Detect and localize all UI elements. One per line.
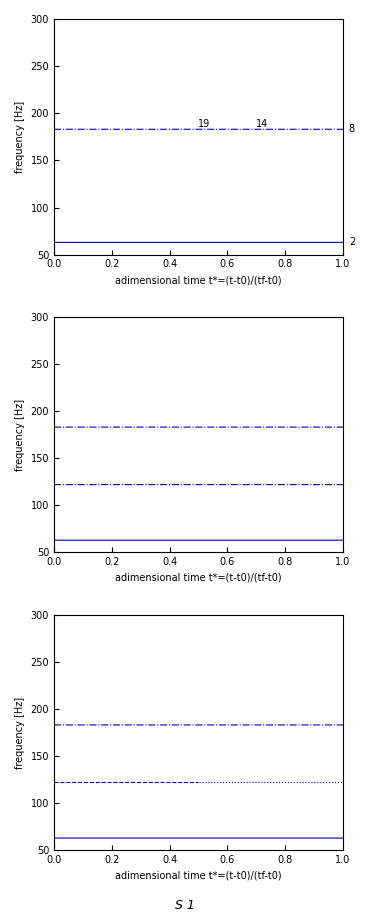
Text: 14: 14 (256, 120, 268, 129)
Text: 19: 19 (198, 120, 211, 129)
Text: 2: 2 (349, 238, 355, 248)
Text: S 1: S 1 (175, 899, 195, 912)
Y-axis label: frequency [Hz]: frequency [Hz] (15, 696, 25, 769)
Y-axis label: frequency [Hz]: frequency [Hz] (15, 101, 25, 173)
X-axis label: adimensional time t*=(t-t0)/(tf-t0): adimensional time t*=(t-t0)/(tf-t0) (115, 871, 282, 881)
Y-axis label: frequency [Hz]: frequency [Hz] (15, 399, 25, 471)
Text: 8: 8 (349, 124, 355, 134)
X-axis label: adimensional time t*=(t-t0)/(tf-t0): adimensional time t*=(t-t0)/(tf-t0) (115, 573, 282, 583)
X-axis label: adimensional time t*=(t-t0)/(tf-t0): adimensional time t*=(t-t0)/(tf-t0) (115, 275, 282, 285)
